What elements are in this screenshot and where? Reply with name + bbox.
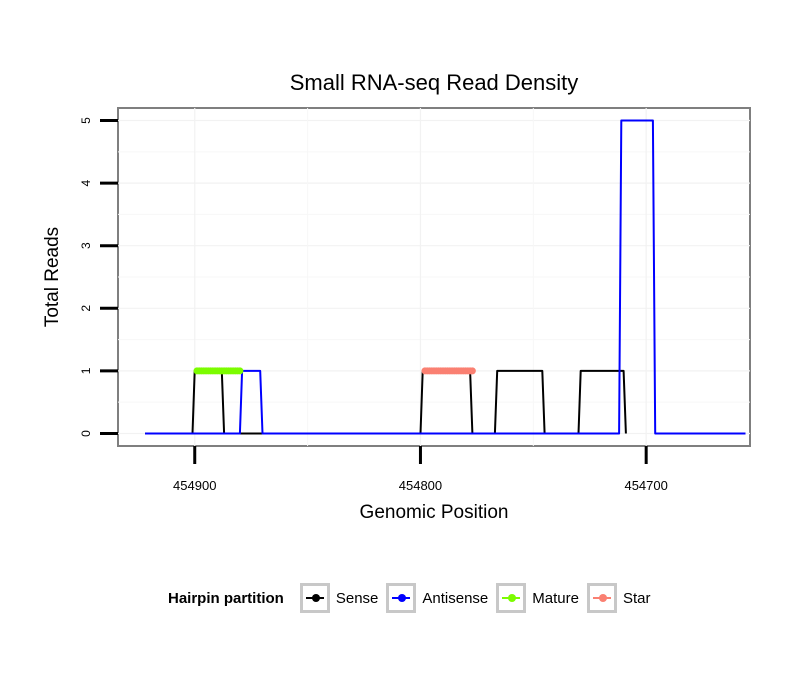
legend-key-dot xyxy=(508,594,517,602)
legend-key-star xyxy=(586,583,617,613)
y-tick-label: 5 xyxy=(79,117,93,124)
chart-title: Small RNA-seq Read Density xyxy=(289,70,579,95)
y-tick-label: 1 xyxy=(79,367,93,374)
series-layer xyxy=(145,119,746,435)
legend-label-star: Star xyxy=(622,589,651,607)
y-tick-label: 0 xyxy=(79,430,93,437)
legend-item-sense: Sense xyxy=(299,583,379,613)
y-tick-label: 4 xyxy=(79,179,93,186)
x-axis-label: Genomic Position xyxy=(359,502,509,523)
legend-title: Hairpin partition xyxy=(168,589,284,607)
legend-key-sense xyxy=(299,583,330,613)
x-tick-label: 454900 xyxy=(173,478,216,493)
legend-label-mature: Mature xyxy=(532,589,579,607)
legend: Hairpin partition Sense Antisense Mature… xyxy=(168,578,658,618)
axes: 0 1 2 3 4 5 454900 454800 454700 xyxy=(79,117,668,493)
legend-label-sense: Sense xyxy=(335,589,379,607)
legend-item-antisense: Antisense xyxy=(386,583,488,613)
legend-item-star: Star xyxy=(586,583,651,613)
y-axis-label: Total Reads xyxy=(42,226,63,328)
series-point-star xyxy=(468,367,476,375)
legend-key-antisense xyxy=(386,583,417,613)
y-tick-label: 3 xyxy=(79,242,93,249)
legend-key-dot xyxy=(311,594,320,602)
legend-key-dot xyxy=(398,594,407,602)
legend-label-antisense: Antisense xyxy=(422,589,489,607)
legend-key-mature xyxy=(496,583,527,613)
series-point-mature xyxy=(236,367,244,375)
series-line-antisense xyxy=(145,119,746,435)
x-tick-label: 454700 xyxy=(624,478,667,493)
legend-key-dot xyxy=(598,594,607,602)
legend-item-mature: Mature xyxy=(496,583,579,613)
y-tick-label: 2 xyxy=(79,305,93,312)
x-tick-label: 454800 xyxy=(399,478,442,493)
